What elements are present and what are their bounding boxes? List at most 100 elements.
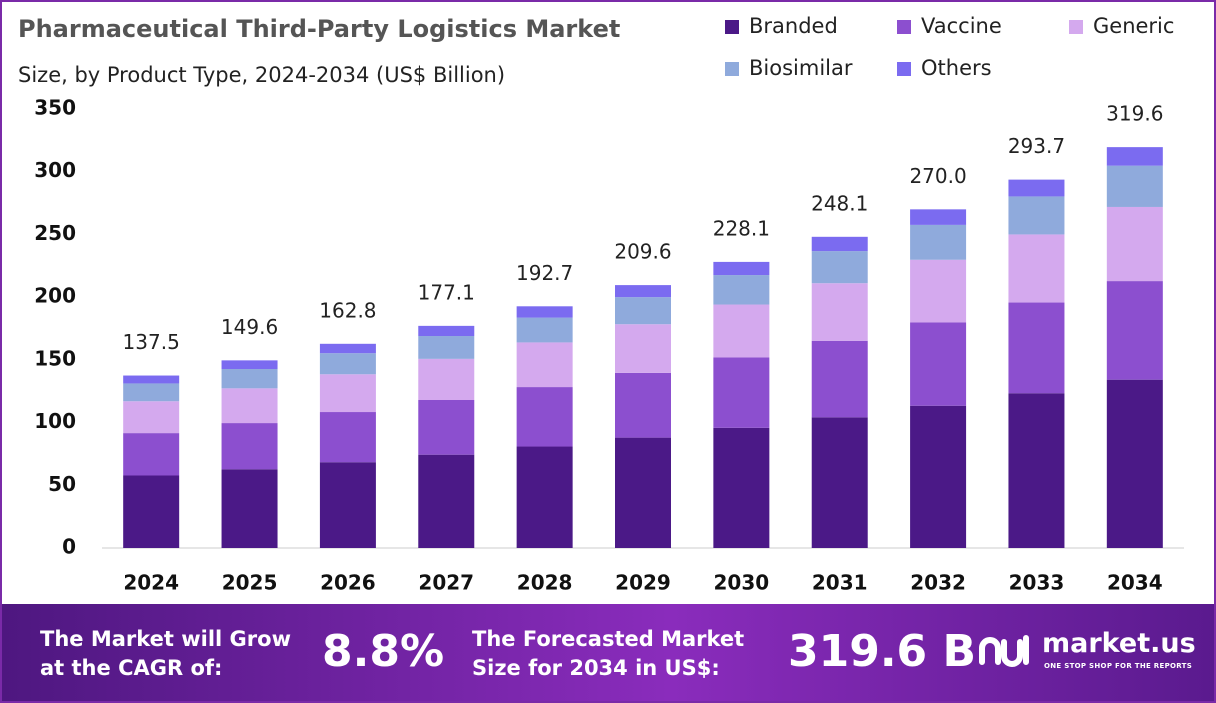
x-tick-label: 2027 [418,571,474,595]
x-tick-label: 2029 [615,571,671,595]
legend-swatch [725,62,739,76]
bar-segment [811,251,868,284]
forecast-value: 319.6 B [788,626,977,677]
bar-segment [1106,147,1163,166]
bar-segment [910,224,967,260]
bar-segment [319,343,376,354]
bar-segment [713,275,770,305]
bar-segment [811,236,868,252]
legend-swatch [725,20,739,34]
bar-segment [516,306,573,318]
chart: Pharmaceutical Third-Party Logistics Mar… [18,14,1184,595]
bar-segment [418,399,475,455]
bar-segment [516,446,573,548]
total-label: 319.6 [1106,102,1163,126]
y-tick-label: 150 [34,346,76,370]
bar-segment [713,304,770,358]
x-tick-label: 2025 [222,571,278,595]
bar-segment [1106,206,1163,282]
total-label: 149.6 [221,315,278,339]
total-label: 162.8 [319,298,376,322]
x-tick-label: 2032 [910,571,966,595]
bar-segment [1008,234,1065,303]
bar-segment [615,437,671,548]
bar-segment [221,360,278,370]
x-tick-label: 2033 [1009,571,1065,595]
bar-segment [910,405,967,548]
x-tick-label: 2028 [517,571,573,595]
legend-swatch [897,20,911,34]
legend-swatch [1069,20,1083,34]
bar-segment [319,412,376,463]
legend-label: Others [921,56,992,80]
bar-segment [123,433,180,476]
chart-subtitle: Size, by Product Type, 2024-2034 (US$ Bi… [18,63,505,87]
bar-segment [516,387,573,447]
bar-segment [1106,165,1163,207]
total-label: 209.6 [614,240,671,264]
total-label: 192.7 [516,261,573,285]
bar-segment [1106,379,1163,548]
footer-banner: The Market will Grow at the CAGR of: 8.8… [2,604,1214,701]
bar-segment [516,317,573,343]
total-label: 270.0 [909,164,966,188]
bar-segment [418,336,475,359]
bar-segment [615,324,671,373]
legend-swatch [897,62,911,76]
y-tick-label: 250 [34,221,76,245]
total-label: 228.1 [713,216,770,240]
bar-segment [221,369,278,389]
legend-label: Vaccine [921,14,1002,38]
forecast-caption: The Forecasted Market Size for 2034 in U… [472,627,745,680]
bar-segment [615,372,671,438]
bar-segment [910,259,967,323]
bar-segment [615,285,671,298]
total-label: 248.1 [811,191,868,215]
bar-segment [221,423,278,470]
total-label: 177.1 [418,280,475,304]
bar-segment [1008,302,1065,394]
y-tick-label: 350 [34,96,76,120]
total-label: 293.7 [1008,134,1065,158]
bar-segment [319,353,376,375]
bar-segment [319,462,376,548]
cagr-caption: The Market will Grow at the CAGR of: [40,627,291,680]
bar-segment [418,454,475,548]
brand-tagline: ONE STOP SHOP FOR THE REPORTS [1044,662,1193,670]
bar-segment [418,358,475,400]
bar-segment [123,375,180,384]
bar-segment [713,357,770,428]
total-label: 137.5 [123,330,180,354]
bar-segment [221,469,278,548]
x-tick-label: 2026 [320,571,376,595]
chart-title: Pharmaceutical Third-Party Logistics Mar… [18,15,620,43]
brand-name: market.us [1042,628,1196,659]
bar-segment [1106,281,1163,380]
bar-segment [1008,393,1065,548]
y-tick-label: 0 [62,535,76,559]
bar-segment [123,475,180,548]
bar-segment [1008,179,1065,197]
bar-segment [319,374,376,413]
bar-segment [221,388,278,424]
y-tick-label: 50 [48,472,76,496]
cagr-value: 8.8% [322,626,445,677]
bar-segment [811,283,868,341]
bar-segment [811,417,868,548]
bar-segment [811,340,868,418]
bar-segment [418,325,475,337]
legend-label: Branded [749,14,838,38]
y-tick-label: 300 [34,158,76,182]
bar-segment [123,383,180,402]
bar-segment [713,427,770,548]
bar-segment [910,209,967,225]
bar-segment [1008,196,1065,235]
brand-logo [979,635,1029,667]
bar-segment [615,297,671,325]
bar-segment [713,261,770,276]
x-tick-label: 2030 [714,571,770,595]
x-tick-label: 2034 [1107,571,1163,595]
y-tick-label: 200 [34,284,76,308]
x-tick-label: 2031 [812,571,868,595]
